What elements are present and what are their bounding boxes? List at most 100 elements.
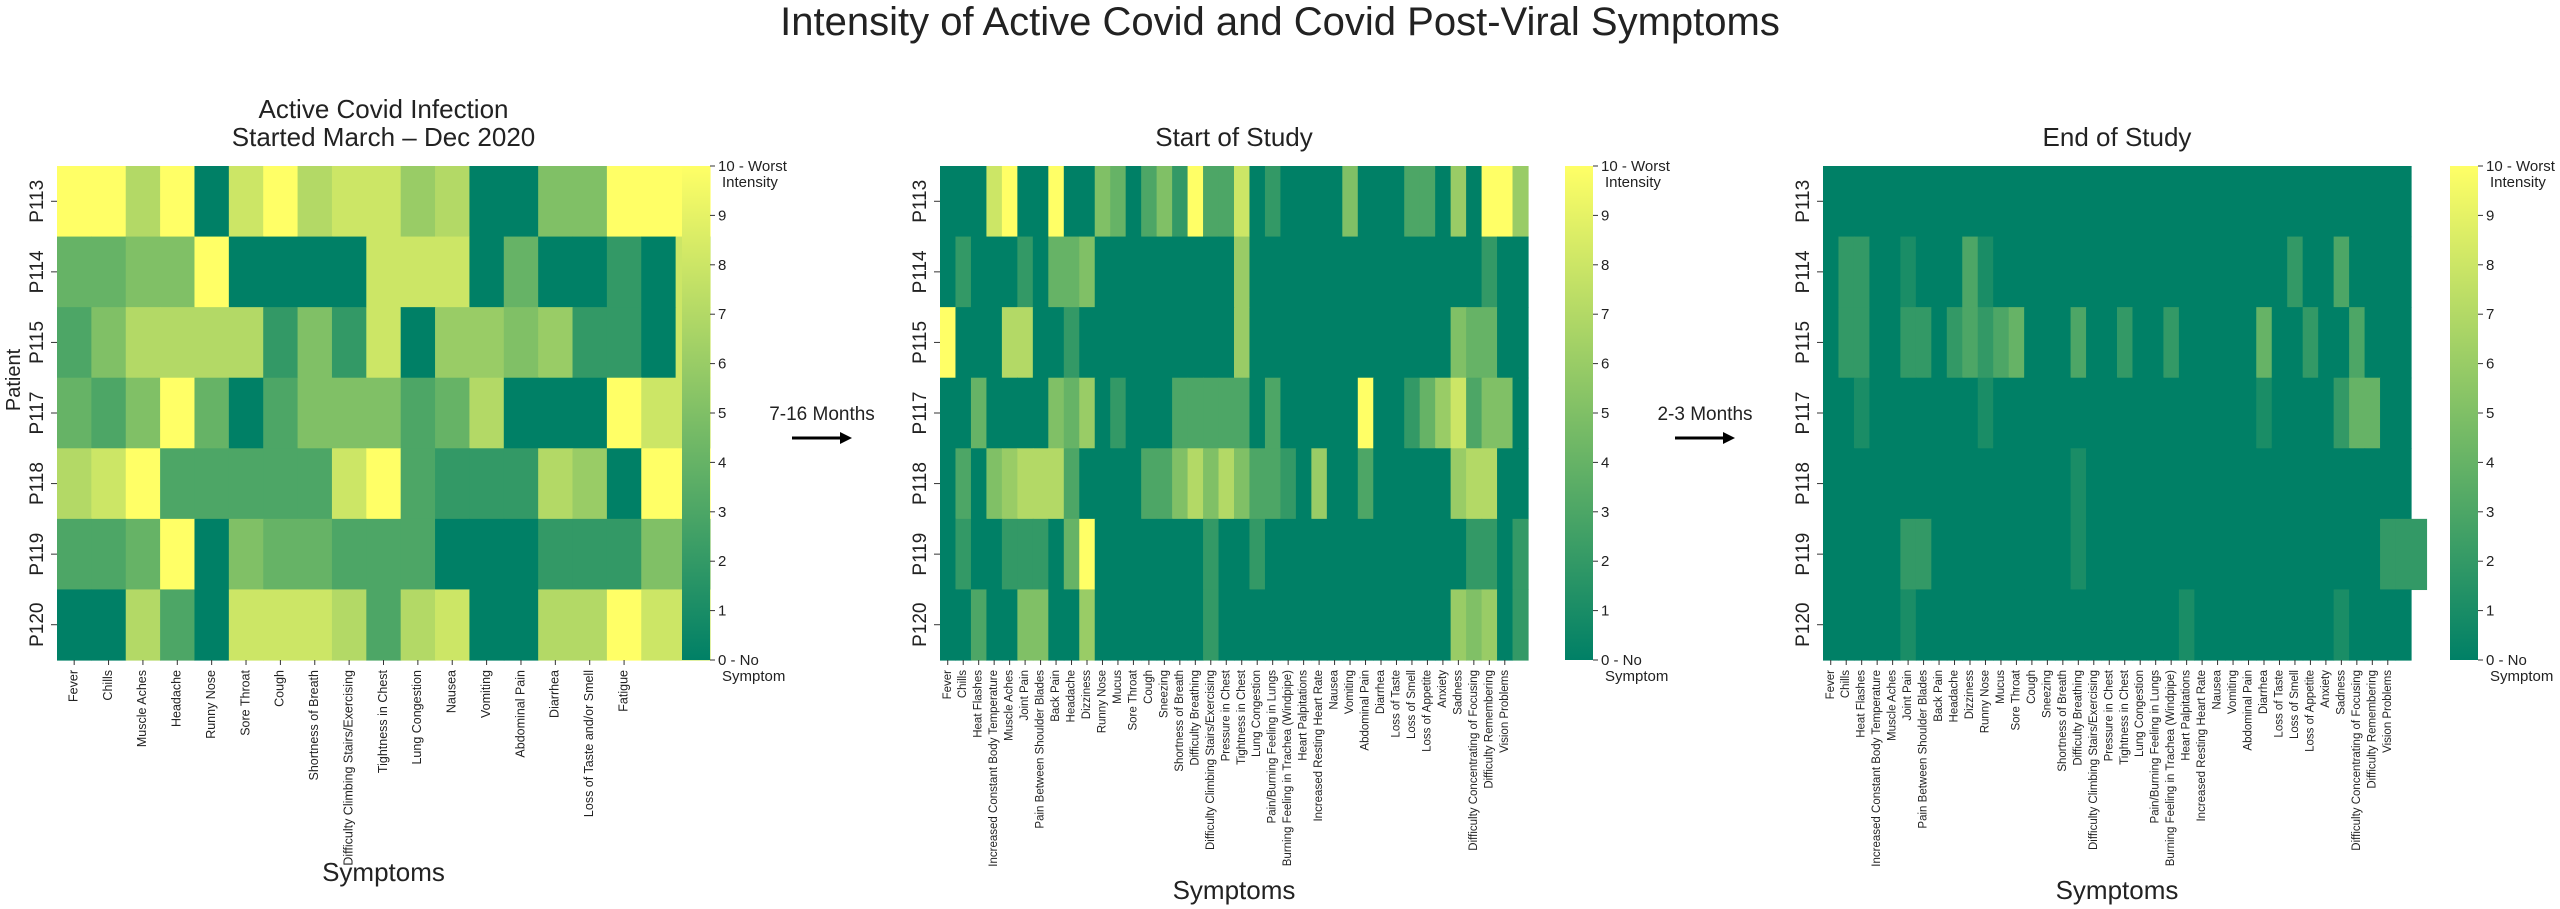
heatmap-cell	[1125, 307, 1142, 379]
heatmap-cell	[970, 166, 988, 238]
heatmap-cell	[2178, 236, 2195, 308]
heatmap-cell	[1838, 448, 1855, 520]
heatmap-cell	[263, 166, 299, 238]
row-label: P120	[1793, 603, 1814, 647]
heatmap-cell	[1048, 377, 1065, 449]
heatmap-cell	[1497, 377, 1514, 449]
column-label: Anxiety	[1437, 670, 1449, 708]
heatmap-cell	[2318, 307, 2335, 379]
heatmap-cell	[91, 589, 127, 661]
heatmap-cell	[2271, 236, 2288, 308]
heatmap-cell	[2117, 589, 2134, 661]
heatmap-cell	[1280, 166, 1297, 238]
heatmap-cell	[1110, 518, 1127, 591]
heatmap-cell	[1450, 518, 1467, 591]
column-label: Loss of Taste	[2274, 670, 2286, 738]
heatmap-cell	[1311, 377, 1328, 449]
heatmap-cell	[2302, 448, 2319, 520]
heatmap-cell	[2132, 236, 2149, 308]
arrow-label: 2-3 Months	[1657, 404, 1752, 425]
heatmap-cell	[1141, 307, 1158, 379]
column-label: Diarrhea	[548, 670, 562, 718]
heatmap-cell	[955, 448, 972, 520]
heatmap-cell	[1993, 166, 2010, 238]
heatmap-cell	[940, 589, 957, 661]
heatmap-cell	[160, 307, 196, 379]
heatmap-cell	[2333, 589, 2350, 661]
heatmap-cell	[2117, 518, 2134, 591]
colorbar-tick-label: 9	[718, 207, 726, 224]
heatmap-cell	[1342, 236, 1359, 308]
heatmap-cell	[1125, 236, 1142, 308]
column-label: Pain/Burning Feeling in Lungs	[2150, 670, 2162, 824]
colorbar-tick-label: 8	[2486, 257, 2494, 274]
colorbar-tick-label: 3	[1601, 504, 1609, 521]
heatmap-cell	[1264, 589, 1282, 661]
heatmap-cell	[2132, 518, 2149, 591]
heatmap-cell	[1048, 518, 1065, 591]
heatmap-cell	[1993, 377, 2010, 449]
heatmap-cell	[1977, 448, 1994, 520]
x-axis-label: Symptoms	[1173, 875, 1296, 905]
heatmap-cell	[572, 518, 608, 591]
heatmap-cell	[2333, 166, 2350, 238]
colorbar-tick-label: 9	[1601, 207, 1609, 224]
heatmap-cell	[1234, 518, 1251, 591]
heatmap-cell	[1404, 518, 1421, 591]
heatmap-cell	[1435, 589, 1452, 661]
heatmap-cell	[641, 166, 677, 238]
heatmap-cell	[160, 377, 196, 449]
heatmap-cell	[1110, 236, 1127, 308]
heatmap-cell	[435, 448, 471, 520]
heatmap-cell	[2225, 377, 2242, 449]
heatmap-cell	[1388, 448, 1405, 520]
heatmap-cell	[1326, 307, 1343, 379]
heatmap-cell	[1311, 166, 1328, 238]
heatmap-cell	[2225, 448, 2242, 520]
heatmap-cell	[1373, 518, 1390, 591]
heatmap-cell	[297, 166, 333, 238]
heatmap-cell	[1264, 377, 1282, 449]
colorbar-tick-label: 7	[1601, 306, 1609, 323]
row-label: P117	[27, 392, 48, 435]
heatmap-cell	[1249, 166, 1266, 238]
heatmap-cell	[1264, 166, 1282, 238]
heatmap-cell	[469, 236, 505, 308]
heatmap-cell	[1823, 377, 1840, 449]
heatmap-cell	[1373, 589, 1390, 661]
heatmap-cell	[2287, 166, 2304, 238]
heatmap-cell	[125, 236, 161, 308]
heatmap-cell	[606, 377, 642, 449]
heatmap-cell	[1435, 448, 1452, 520]
heatmap-cell	[986, 448, 1003, 520]
heatmap-cell	[1280, 589, 1297, 661]
colorbar-tick-label: 7	[2486, 306, 2494, 323]
heatmap-cell	[641, 307, 677, 379]
heatmap-cell	[2349, 589, 2366, 661]
heatmap-cell	[2271, 589, 2288, 661]
heatmap-cell	[986, 589, 1003, 661]
heatmap-cell	[160, 236, 196, 308]
heatmap-cell	[1931, 518, 1948, 591]
heatmap-cell	[1931, 448, 1948, 520]
column-label: Headache	[170, 670, 184, 727]
heatmap-cell	[2349, 236, 2366, 308]
colorbar-tick-label: 5	[2486, 405, 2494, 422]
heatmap-cell	[2024, 377, 2041, 449]
column-label: Heat Flashes	[973, 670, 985, 738]
heatmap-cell	[57, 236, 92, 308]
heatmap-cell	[366, 307, 402, 379]
heatmap-cell	[538, 166, 574, 238]
heatmap-cell	[2240, 377, 2257, 449]
row-label: P119	[910, 533, 931, 576]
heatmap-cell	[1295, 589, 1312, 661]
heatmap-cell	[2333, 377, 2350, 449]
heatmap-cell	[1094, 166, 1111, 238]
heatmap-cell	[503, 589, 539, 661]
heatmap-cell	[1977, 589, 1994, 661]
column-label: Loss of Appetite	[2304, 670, 2316, 752]
heatmap-cell	[125, 589, 161, 661]
heatmap-cell	[1900, 166, 1917, 238]
